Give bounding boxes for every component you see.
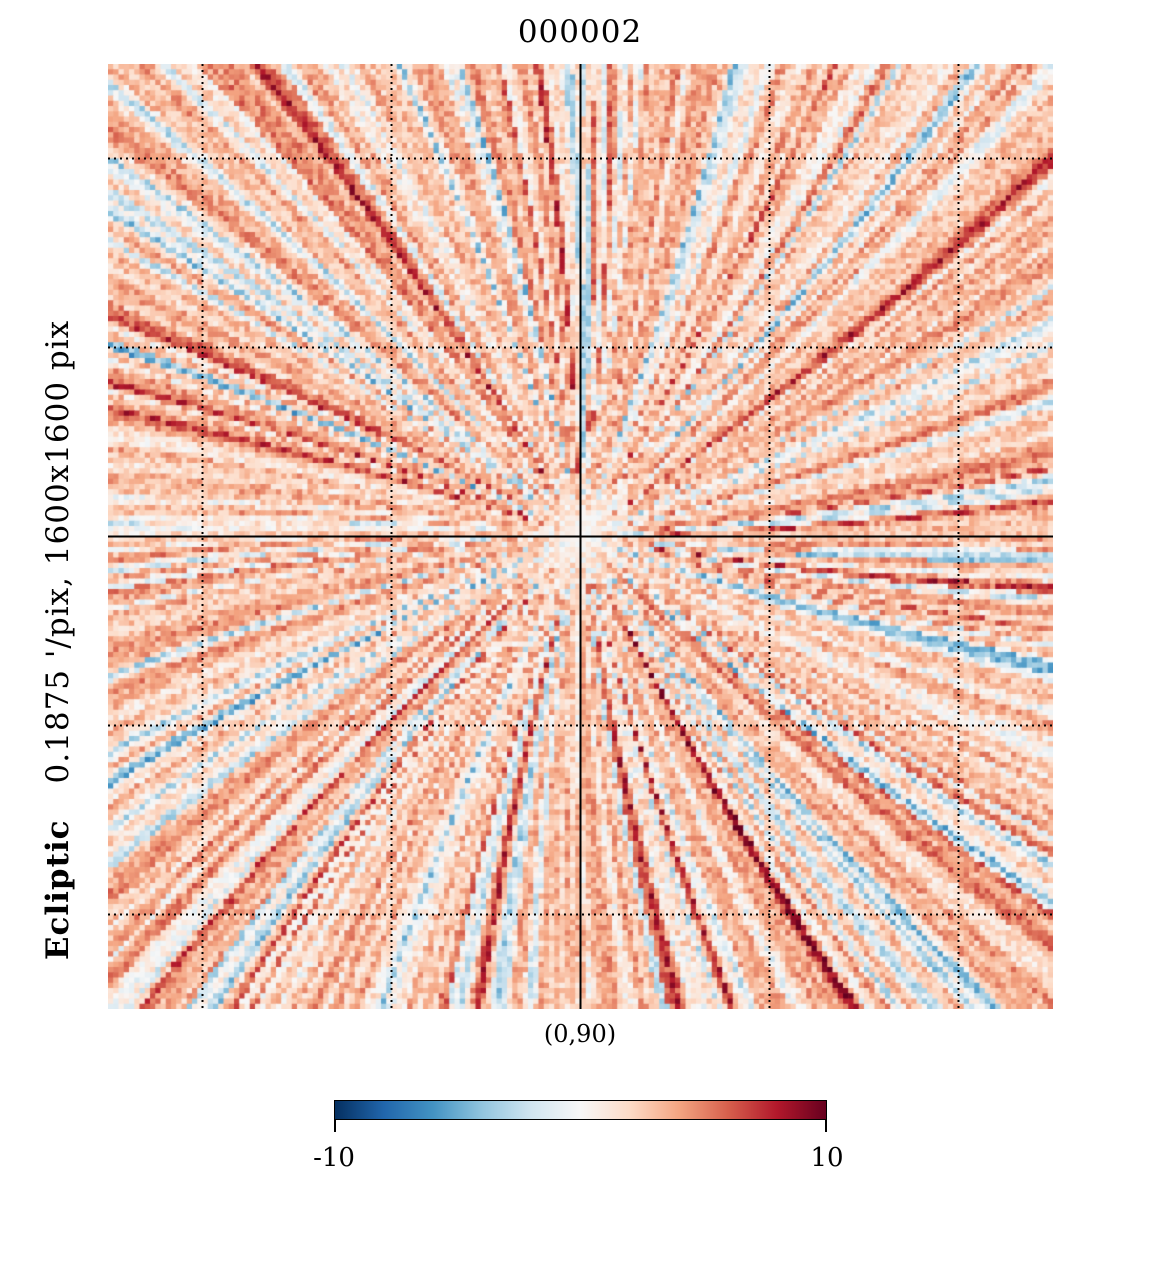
heatmap-plot — [108, 64, 1053, 1009]
colorbar-tick-min — [334, 1120, 336, 1132]
coord-system-label: Ecliptic — [40, 819, 76, 961]
colorbar — [334, 1100, 827, 1120]
colorbar-ticks — [334, 1120, 827, 1132]
graticule-overlay — [108, 64, 1053, 1009]
graticule-lines — [108, 64, 1053, 1009]
resolution-label: 0.1875 '/pix, 1600x1600 pix — [40, 319, 76, 784]
colorbar-tick-max — [825, 1120, 827, 1132]
colorbar-min-label: -10 — [313, 1143, 355, 1173]
projection-center-label: (0,90) — [543, 1020, 617, 1048]
map-title: 000002 — [517, 14, 643, 50]
colorbar-max-label: 10 — [810, 1143, 844, 1173]
